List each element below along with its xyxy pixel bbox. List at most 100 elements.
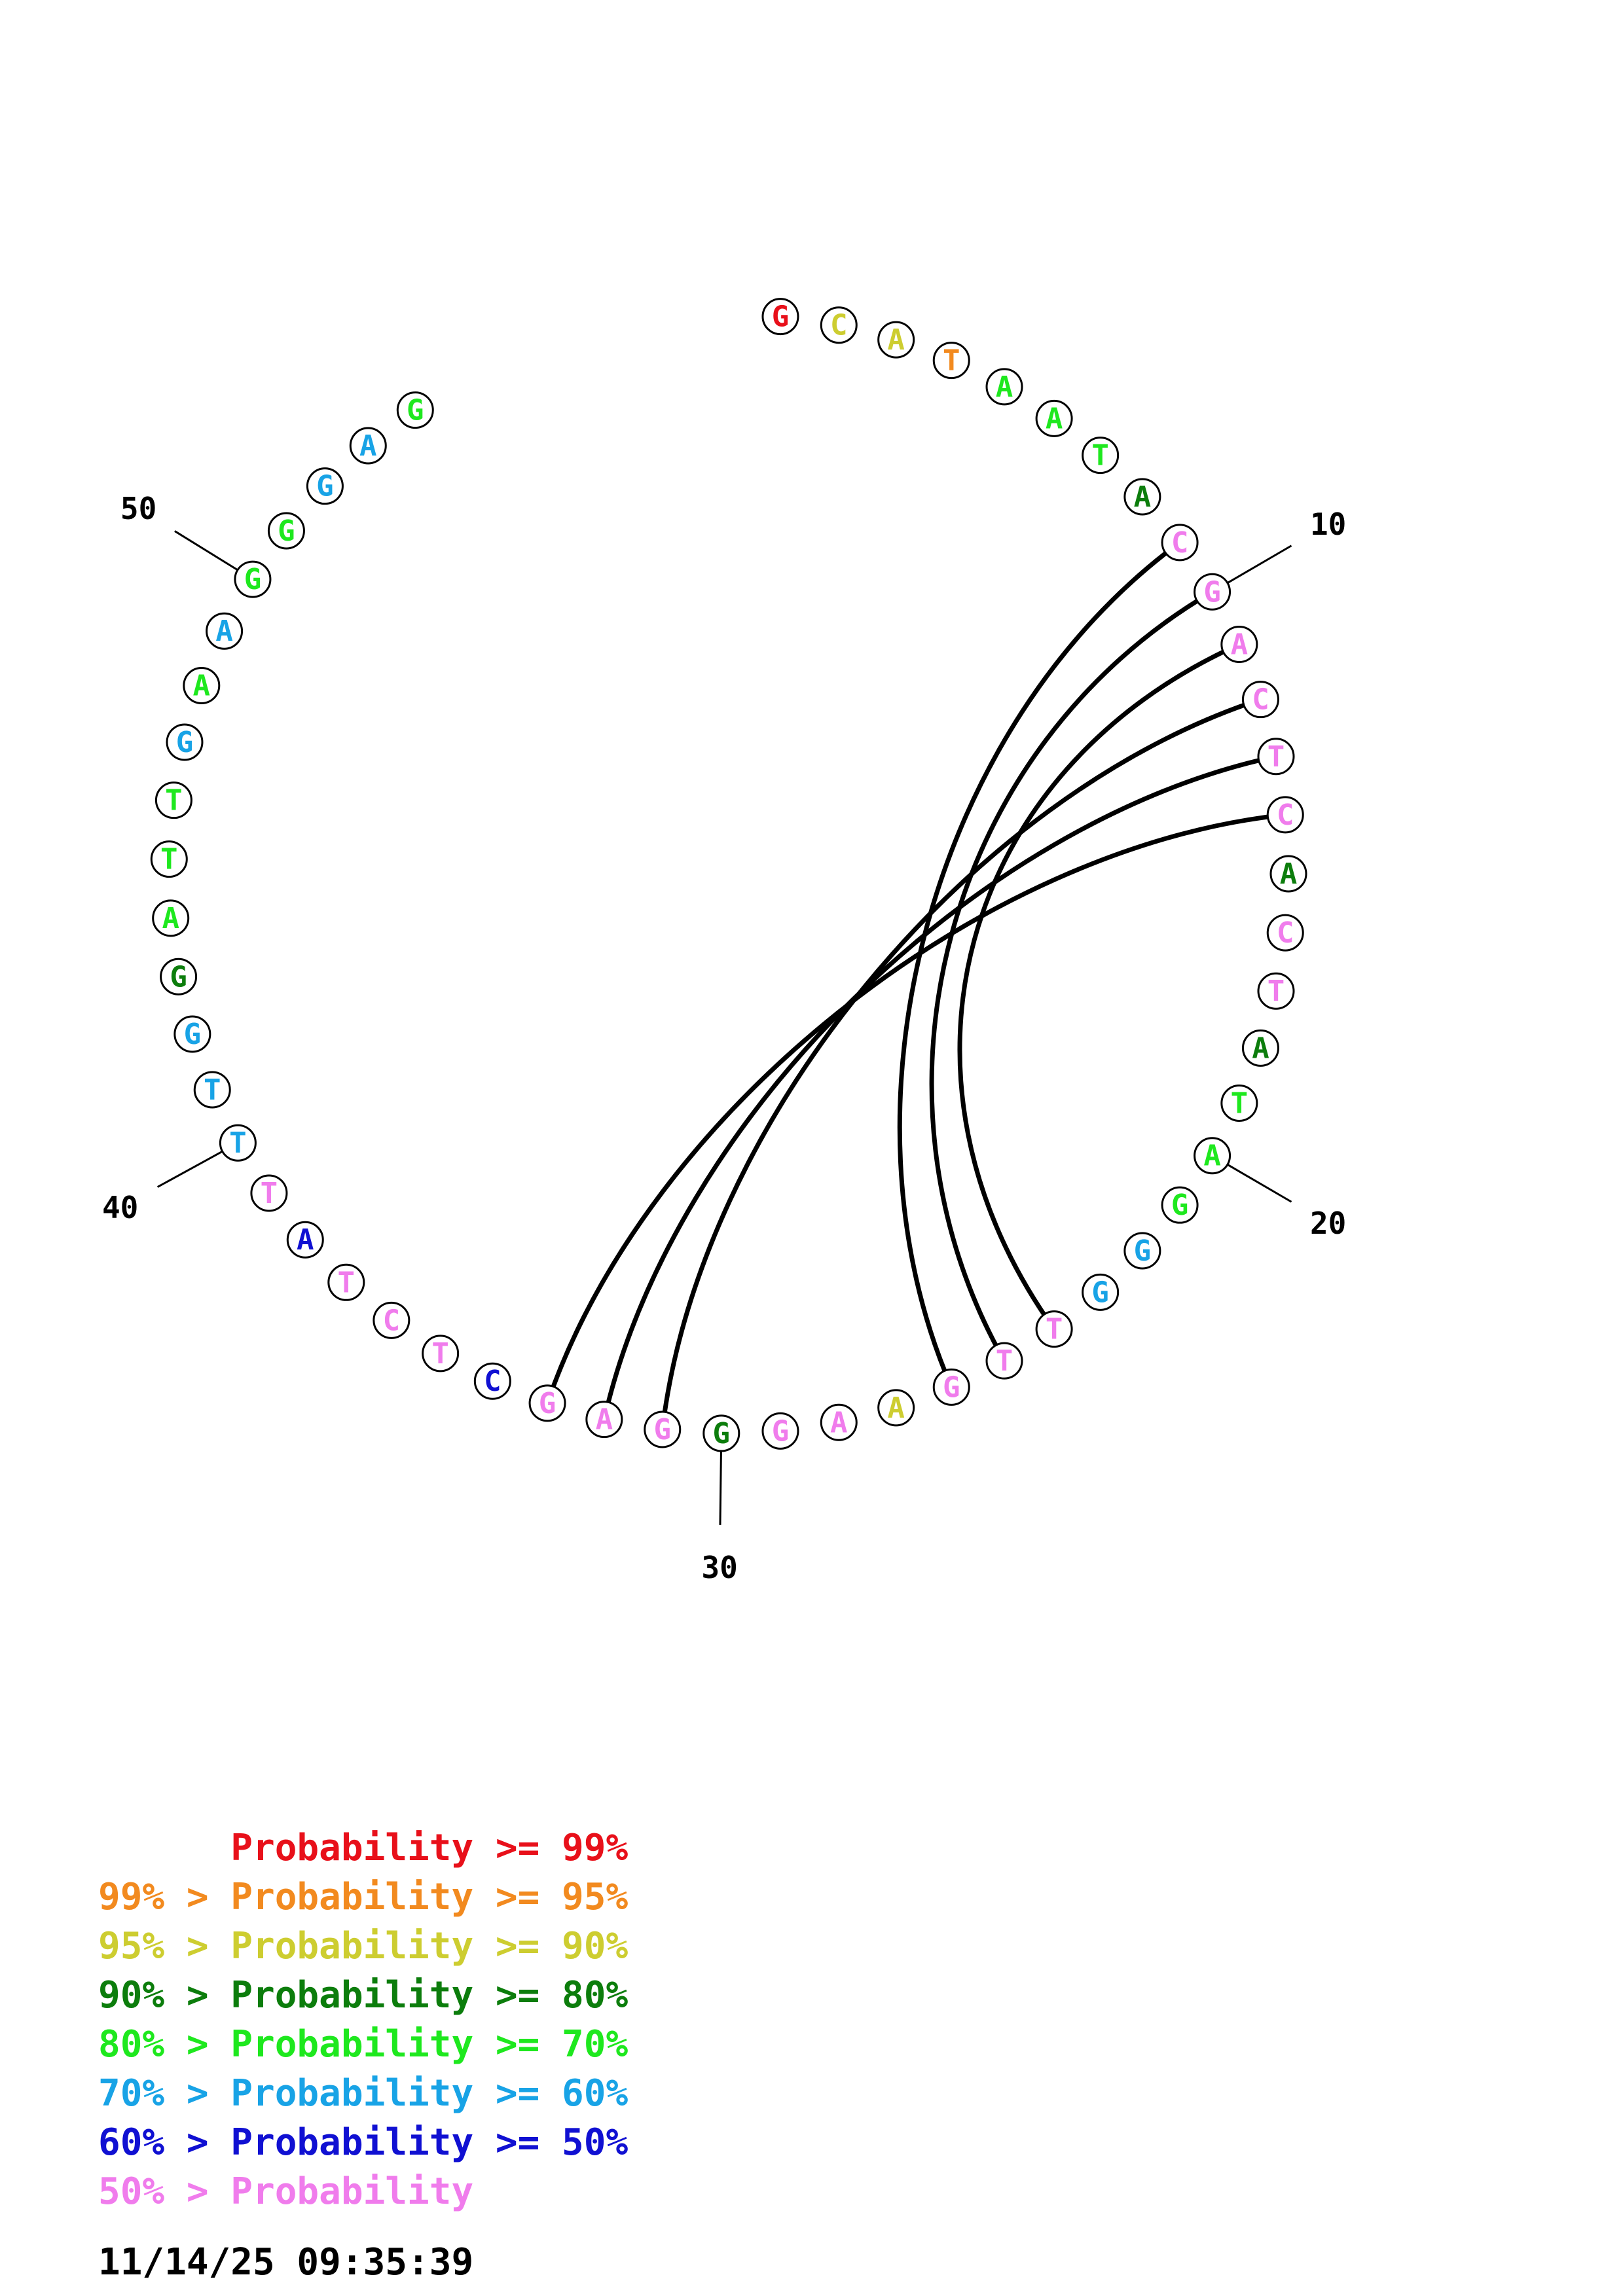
nucleotide-53: A [349, 427, 387, 465]
nucleotide-circle [1257, 972, 1295, 1010]
position-ticks: 10 20 30 40 50 [102, 491, 1346, 1585]
nucleotide-circle [877, 321, 915, 359]
nucleotide-40: T [219, 1124, 257, 1162]
nucleotide-circle [286, 1221, 324, 1259]
nucleotide-letter: G [772, 1414, 790, 1448]
nucleotide-circle [985, 1342, 1023, 1380]
nucleotide-54: G [396, 391, 434, 429]
nucleotide-circle [473, 1362, 511, 1400]
nucleotide-letter: T [160, 843, 178, 876]
nucleotide-48: A [183, 666, 221, 704]
tick-line-20 [1227, 1164, 1292, 1203]
nucleotide-circle [585, 1401, 623, 1439]
nucleotide-circle [1123, 1232, 1161, 1270]
nucleotide-24: T [1035, 1310, 1073, 1348]
nucleotide-26: G [932, 1368, 970, 1406]
legend-entry-1: Probability >= 99% [98, 1827, 628, 1869]
nucleotide-circle [373, 1301, 410, 1339]
nucleotide-letter: T [1046, 1313, 1063, 1346]
nucleotide-13: T [1257, 738, 1295, 776]
nucleotide-letter: A [1231, 628, 1249, 662]
nucleotide-circle [1161, 1186, 1199, 1224]
nucleotide-45: T [150, 840, 188, 878]
nucleotide-letter: G [772, 300, 790, 334]
nucleotide-letter: T [229, 1126, 247, 1160]
nucleotide-44: A [152, 899, 190, 937]
nucleotide-ring: G C ATAATACGACTCACTATAGGGTTGAAGGGAGCTCTATT… [150, 298, 1307, 1452]
nucleotide-letter: T [996, 1344, 1013, 1378]
nucleotide-49: A [206, 612, 244, 650]
nucleotide-letter: A [1046, 402, 1063, 435]
nucleotide-6: A [1035, 399, 1073, 437]
nucleotide-15: A [1269, 855, 1307, 893]
nucleotide-letter: T [1267, 975, 1285, 1008]
nucleotide-52: G [306, 467, 344, 505]
nucleotide-39: T [250, 1174, 288, 1212]
nucleotide-37: T [327, 1263, 365, 1301]
nucleotide-circle [702, 1414, 740, 1452]
tick-line-50 [174, 530, 238, 571]
nucleotide-circle [1123, 478, 1161, 516]
nucleotide-3: A [877, 321, 915, 359]
nucleotide-34: C [473, 1362, 511, 1400]
nucleotide-circle [1269, 855, 1307, 893]
nucleotide-letter: G [1091, 1276, 1109, 1309]
nucleotide-letter: C [383, 1304, 401, 1337]
nucleotide-circle [820, 1403, 858, 1441]
nucleotide-circle [985, 368, 1023, 406]
nucleotide-circle [267, 512, 305, 550]
nucleotide-19: T [1220, 1084, 1258, 1122]
nucleotide-23: G [1082, 1273, 1120, 1311]
nucleotide-letter: A [162, 902, 179, 935]
nucleotide-circle [422, 1335, 460, 1372]
nucleotide-circle [932, 1368, 970, 1406]
nucleotide-36: C [373, 1301, 410, 1339]
nucleotide-circle [1220, 1084, 1258, 1122]
nucleotide-letter: C [1277, 798, 1294, 832]
nucleotide-1: G [761, 298, 799, 336]
nucleotide-letter: C [1171, 526, 1189, 560]
nucleotide-50: G [234, 560, 272, 598]
nucleotide-circle [219, 1124, 257, 1162]
legend-entry-5: 80% > Probability >= 70% [98, 2023, 628, 2066]
nucleotide-circle [183, 666, 221, 704]
nucleotide-letter: A [596, 1403, 613, 1437]
nucleotide-letter: G [654, 1413, 672, 1446]
nucleotide-20: A [1194, 1137, 1231, 1175]
nucleotide-circle [327, 1263, 365, 1301]
nucleotide-28: A [820, 1403, 858, 1441]
nucleotide-10: G [1194, 573, 1231, 611]
nucleotide-31: G [644, 1410, 682, 1448]
nucleotide-4: T [932, 342, 970, 380]
legend-entry-6: 70% > Probability >= 60% [98, 2072, 628, 2115]
nucleotide-circle [206, 612, 244, 650]
nucleotide-letter: G [407, 394, 424, 427]
nucleotide-letter: A [1203, 1139, 1221, 1173]
nucleotide-letter: G [1203, 575, 1221, 609]
nucleotide-letter: C [1277, 916, 1294, 950]
nucleotide-circle [1194, 1137, 1231, 1175]
nucleotide-circle [877, 1389, 915, 1427]
nucleotide-letter: G [943, 1371, 960, 1404]
nucleotide-letter: G [1171, 1189, 1189, 1222]
nucleotide-circle [250, 1174, 288, 1212]
nucleotide-letter: G [539, 1387, 556, 1420]
nucleotide-circle [306, 467, 344, 505]
nucleotide-letter: G [278, 514, 295, 548]
legend-entry-4: 90% > Probability >= 80% [98, 1974, 628, 2017]
nucleotide-circle [166, 723, 204, 761]
nucleotide-letter: A [996, 370, 1013, 404]
nucleotide-circle [1194, 573, 1231, 611]
nucleotide-29: G [761, 1412, 799, 1450]
nucleotide-circle [1082, 437, 1120, 475]
nucleotide-circle [1220, 626, 1258, 664]
nucleotide-circle [1241, 1029, 1279, 1067]
nucleotide-circle [1161, 524, 1199, 562]
nucleotide-circle [349, 427, 387, 465]
nucleotide-letter: T [204, 1073, 221, 1107]
nucleotide-circle [1257, 738, 1295, 776]
base-pair-arc-14-33 [545, 812, 1288, 1406]
nucleotide-22: G [1123, 1232, 1161, 1270]
nucleotide-letter: A [1252, 1031, 1269, 1065]
nucleotide-circle [1082, 1273, 1120, 1311]
